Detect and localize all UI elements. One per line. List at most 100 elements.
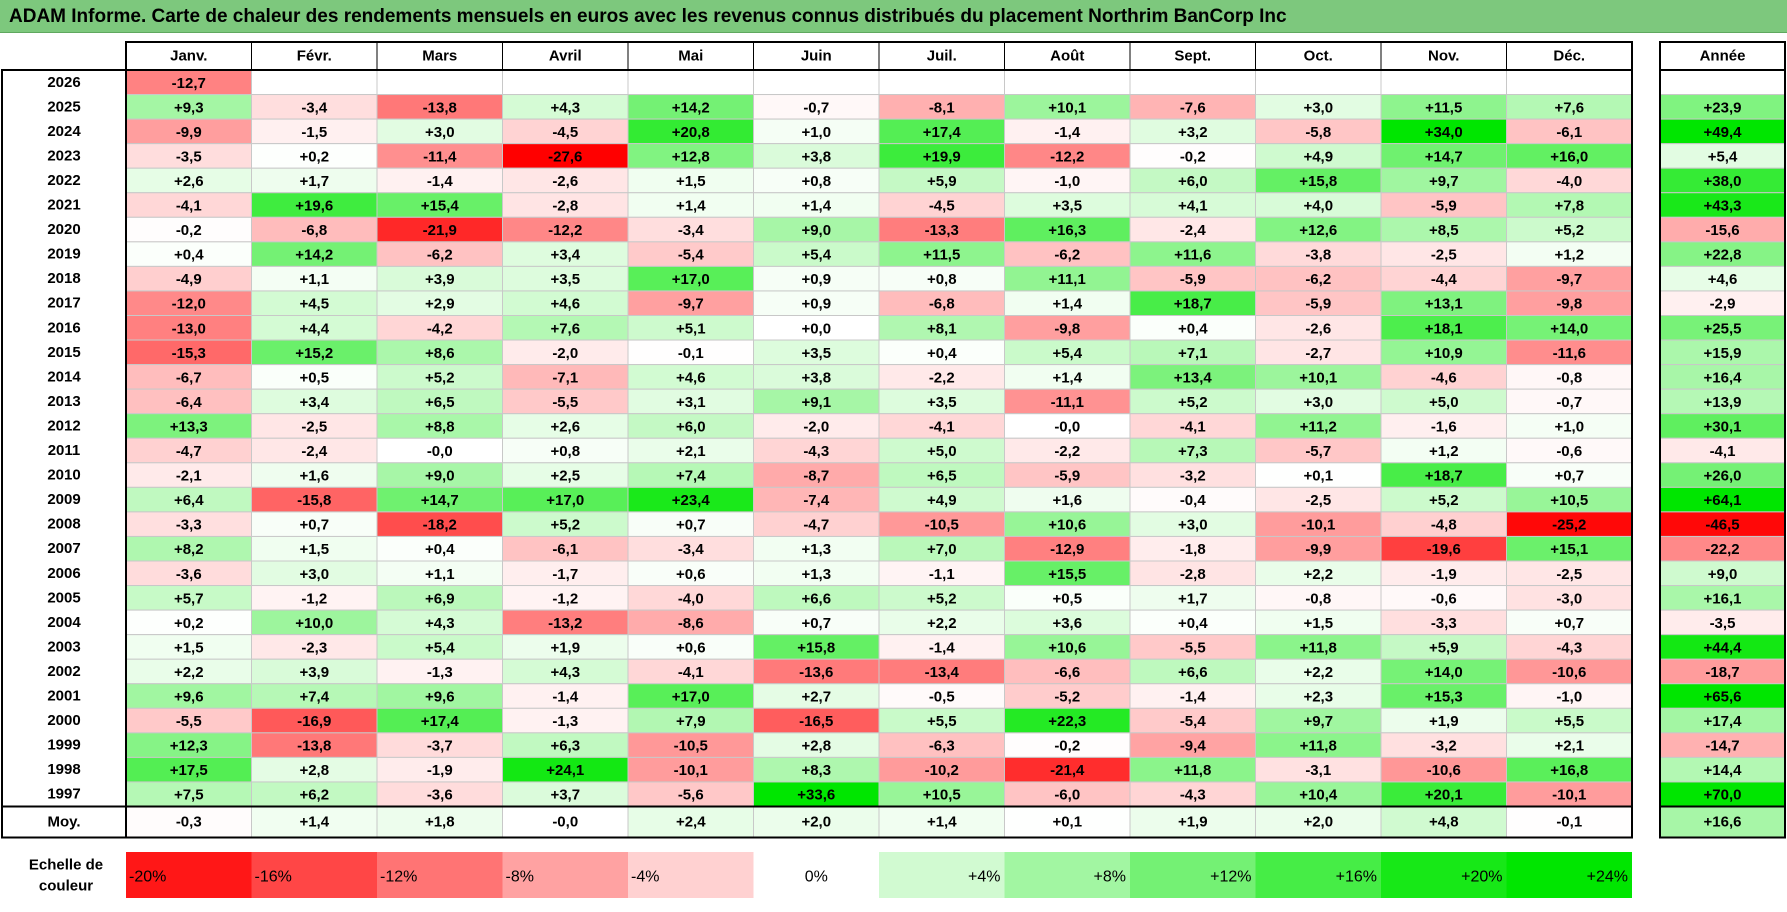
heatmap-cell xyxy=(376,94,503,120)
heatmap-cell xyxy=(251,486,378,513)
cell-value: +15,2 xyxy=(295,345,333,362)
heatmap-cell xyxy=(878,437,1005,464)
cell-value: -13,8 xyxy=(423,99,457,116)
cell-value: -4,5 xyxy=(552,124,578,141)
heatmap-cell xyxy=(1004,413,1131,439)
cell-value: -4,1 xyxy=(1180,418,1206,435)
heatmap-cell xyxy=(878,339,1005,366)
cell-value: +1,3 xyxy=(801,541,831,558)
row-year-label: 2022 xyxy=(47,172,80,189)
cell-value: -9,7 xyxy=(678,296,704,313)
heatmap-cell xyxy=(251,609,378,636)
heatmap-cell xyxy=(627,216,754,243)
heatmap-cell xyxy=(502,364,629,390)
heatmap-cell xyxy=(753,143,880,169)
heatmap-cell xyxy=(1380,707,1507,734)
heatmap-cell xyxy=(502,192,629,218)
cell-value: +0,7 xyxy=(1554,615,1584,632)
cell-value: -1,3 xyxy=(552,713,578,730)
cell-value: -0,5 xyxy=(929,689,955,706)
heatmap-cell xyxy=(502,388,629,415)
heatmap-cell xyxy=(502,707,629,734)
scale-swatch xyxy=(1004,852,1130,898)
cell-value: -8,1 xyxy=(929,99,955,116)
cell-value: -13,2 xyxy=(548,615,582,632)
average-value: +1,4 xyxy=(927,814,957,831)
year-total-value: +14,4 xyxy=(1704,762,1743,779)
cell-value: -4,8 xyxy=(1431,517,1457,534)
heatmap-cell xyxy=(251,634,378,660)
heatmap-cell xyxy=(1506,388,1633,415)
cell-value: +3,0 xyxy=(299,566,329,583)
row-year-label: 1997 xyxy=(47,786,80,803)
heatmap-cell xyxy=(878,118,1005,145)
heatmap-cell xyxy=(251,265,378,292)
cell-value: -5,2 xyxy=(1054,689,1080,706)
heatmap-cell xyxy=(627,535,754,562)
row-year-label: 2026 xyxy=(47,74,80,91)
cell-value: +0,7 xyxy=(1554,468,1584,485)
row-year-label: 2006 xyxy=(47,565,80,582)
heatmap-cell xyxy=(1255,315,1382,341)
cell-value: +13,3 xyxy=(170,418,208,435)
heatmap-cell xyxy=(125,707,252,734)
average-cell xyxy=(1129,806,1256,838)
heatmap-cell xyxy=(125,732,252,758)
heatmap-cell xyxy=(627,683,754,709)
heatmap-cell xyxy=(878,658,1005,685)
cell-value: -6,6 xyxy=(1054,664,1080,681)
cell-value: -6,8 xyxy=(301,222,327,239)
cell-value: +20,1 xyxy=(1425,787,1463,804)
cell-value: -2,5 xyxy=(1556,566,1582,583)
cell-value: +14,7 xyxy=(421,492,459,509)
year-total-value: +49,4 xyxy=(1704,124,1743,141)
cell-value: -12,9 xyxy=(1050,541,1084,558)
heatmap-cell xyxy=(878,167,1005,194)
cell-value: +3,5 xyxy=(801,345,831,362)
cell-value: -2,8 xyxy=(1180,566,1206,583)
scale-step-label: -12% xyxy=(380,869,417,886)
cell-value: +6,6 xyxy=(1178,664,1208,681)
average-value: +1,4 xyxy=(299,814,329,831)
cell-value: +3,5 xyxy=(927,394,957,411)
cell-value: +0,6 xyxy=(676,639,706,656)
heatmap-cell xyxy=(1380,658,1507,685)
heatmap-cell xyxy=(753,609,880,636)
cell-value: -1,0 xyxy=(1556,689,1582,706)
heatmap-cell xyxy=(1380,118,1507,145)
heatmap-cell xyxy=(1380,781,1507,808)
row-year-label: 2011 xyxy=(48,442,81,459)
cell-value: +7,3 xyxy=(1178,443,1208,460)
heatmap-cell xyxy=(1506,118,1633,145)
cell-value: -0,6 xyxy=(1556,443,1582,460)
heatmap-cell xyxy=(125,462,252,488)
cell-value: -11,4 xyxy=(423,148,457,165)
cell-value: +5,2 xyxy=(927,590,957,607)
scale-step-label: +12% xyxy=(1210,869,1251,886)
cell-value: +3,4 xyxy=(550,247,580,264)
cell-value: +1,3 xyxy=(801,566,831,583)
cell-value: -16,5 xyxy=(799,713,833,730)
cell-value: +5,0 xyxy=(1429,394,1459,411)
year-total-value: -18,7 xyxy=(1705,664,1739,681)
cell-value: +1,4 xyxy=(1052,296,1082,313)
cell-value: -3,4 xyxy=(678,541,705,558)
heatmap-cell xyxy=(125,265,252,292)
year-total-cell xyxy=(1659,315,1786,341)
cell-value: +1,4 xyxy=(676,198,706,215)
year-header: Année xyxy=(1700,48,1746,65)
cell-value: +11,1 xyxy=(1049,271,1086,288)
cell-value: -6,2 xyxy=(1054,247,1080,264)
cell-value: +3,8 xyxy=(801,369,831,386)
heatmap-cell xyxy=(627,315,754,341)
cell-value: +8,6 xyxy=(425,345,455,362)
cell-value: +3,9 xyxy=(299,664,329,681)
cell-value: +3,5 xyxy=(550,271,580,288)
cell-value: -4,3 xyxy=(1556,639,1582,656)
cell-value: -4,0 xyxy=(1556,173,1582,190)
cell-value: -6,7 xyxy=(176,369,202,386)
average-value: +0,1 xyxy=(1052,814,1082,831)
heatmap-cell xyxy=(251,69,378,96)
heatmap-cell xyxy=(251,781,378,808)
